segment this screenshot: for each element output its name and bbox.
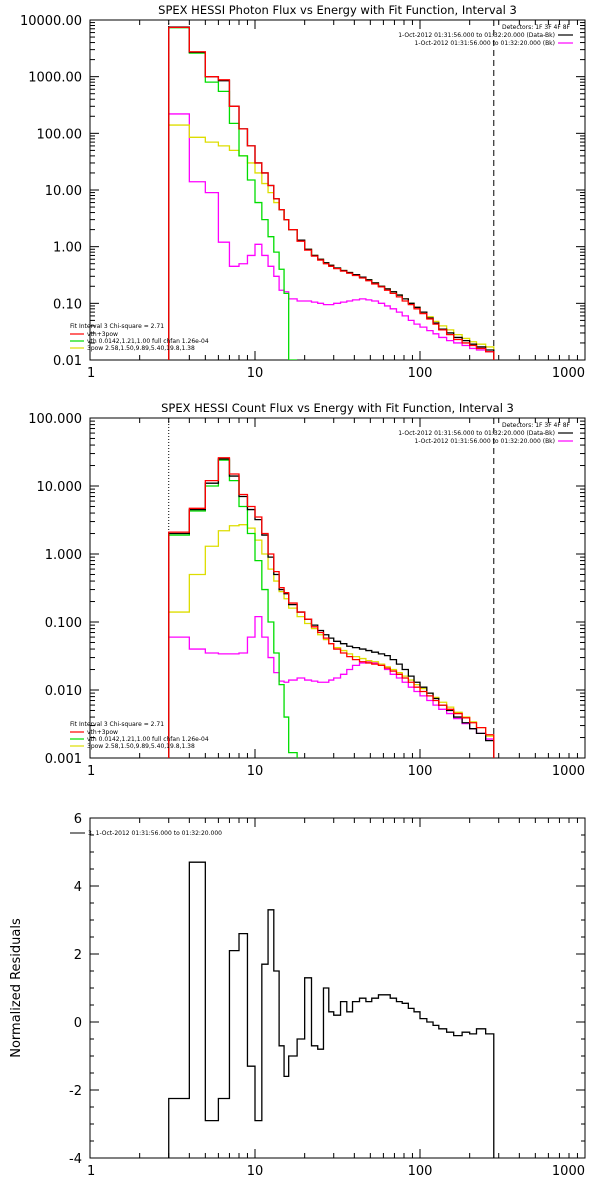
y-tick-label: 0.010 (45, 684, 82, 699)
plot-frame (89, 817, 586, 1159)
legend-fit-label: 3pow 2.58,1.50,9.89,5.40,19.8,1.38 (87, 345, 195, 352)
legend-fit-header: Fit Interval 3 Chi-square = 2.71 (70, 721, 164, 728)
y-tick-label: 100.00 (37, 127, 83, 142)
legend-fit-label: vth 0.0142,1.21,1.00 full chfan 1.26e-04 (87, 736, 209, 743)
y-tick-label: 1.000 (45, 548, 82, 563)
y-tick-label: 0.01 (53, 354, 82, 369)
legend-label: 3. 1-Oct-2012 01:31:56.000 to 01:32:20.0… (88, 830, 222, 837)
x-tick-label: 100 (408, 764, 433, 779)
y-tick-label: 100.000 (28, 412, 82, 427)
legend-entry-label: 1-Oct-2012 01:31:56.000 to 01:32:20.000 … (415, 438, 556, 445)
x-tick-label: 100 (408, 366, 433, 381)
x-tick-label: 1 (87, 366, 95, 381)
legend-entry-label: 1-Oct-2012 01:31:56.000 to 01:32:20.000 … (398, 430, 555, 437)
plot-frame (89, 19, 586, 361)
legend-fit-label: vth+3pow (87, 331, 118, 338)
y-tick-label: 0.001 (45, 752, 82, 767)
y-tick-label: -4 (69, 1152, 82, 1167)
y-tick-label: -2 (69, 1084, 82, 1099)
x-tick-label: 1 (87, 764, 95, 779)
y-tick-label: 10.00 (45, 184, 82, 199)
legend-detectors: Detectors: 1F 3F 4F 8F (502, 422, 571, 429)
y-tick-label: 4 (74, 880, 82, 895)
series-step-line (168, 458, 495, 758)
x-tick-label: 1000 (552, 366, 585, 381)
legend-entry-label: 1-Oct-2012 01:31:56.000 to 01:32:20.000 … (398, 32, 555, 39)
x-tick-label: 1000 (552, 1164, 585, 1179)
chart-title: SPEX HESSI Photon Flux vs Energy with Fi… (158, 3, 517, 17)
chart-panel-2: SPEX HESSI Count Flux vs Energy with Fit… (28, 401, 586, 779)
series-step-line (168, 113, 495, 360)
y-tick-label: 1.00 (53, 241, 82, 256)
chart-title: SPEX HESSI Count Flux vs Energy with Fit… (161, 401, 514, 415)
y-tick-label: 10000.00 (20, 14, 82, 29)
y-tick-label: 10.000 (37, 480, 83, 495)
legend-entry-label: 1-Oct-2012 01:31:56.000 to 01:32:20.000 … (415, 40, 556, 47)
y-tick-label: 0 (74, 1016, 82, 1031)
chart-panel-1: SPEX HESSI Photon Flux vs Energy with Fi… (20, 3, 586, 381)
x-tick-label: 100 (408, 1164, 433, 1179)
series-step-line (168, 615, 495, 758)
legend-fit-label: 3pow 2.58,1.50,9.89,5.40,19.8,1.38 (87, 743, 195, 750)
series-step-line (168, 27, 298, 360)
legend-fit-header: Fit Interval 3 Chi-square = 2.71 (70, 323, 164, 330)
x-tick-label: 1000 (552, 764, 585, 779)
y-tick-label: 2 (74, 948, 82, 963)
legend-detectors: Detectors: 1F 3F 4F 8F (502, 24, 571, 31)
series-step-line (168, 26, 495, 360)
x-tick-label: 10 (247, 366, 264, 381)
y-tick-label: 6 (74, 812, 82, 827)
y-tick-label: 0.10 (53, 297, 82, 312)
x-tick-label: 1 (87, 1164, 95, 1179)
series-step-line (168, 457, 495, 758)
series-step-line (168, 524, 495, 758)
y-axis-label: Normalized Residuals (9, 918, 24, 1058)
legend-fit-label: vth+3pow (87, 729, 118, 736)
legend-fit-label: vth 0.0142,1.21,1.00 full chfan 1.26e-04 (87, 338, 209, 345)
series-step-line (168, 861, 495, 1158)
chart-panel-3: 1 10 100 1000 -4 -2 0 2 4 6 Normalized Residuals 3.… (9, 812, 586, 1179)
x-tick-label: 10 (247, 1164, 264, 1179)
series-step-line (168, 124, 495, 360)
y-tick-label: 1000.00 (28, 71, 82, 86)
y-tick-label: 0.100 (45, 616, 82, 631)
plot-frame (89, 417, 586, 759)
series-step-line (168, 459, 298, 758)
x-tick-label: 10 (247, 764, 264, 779)
